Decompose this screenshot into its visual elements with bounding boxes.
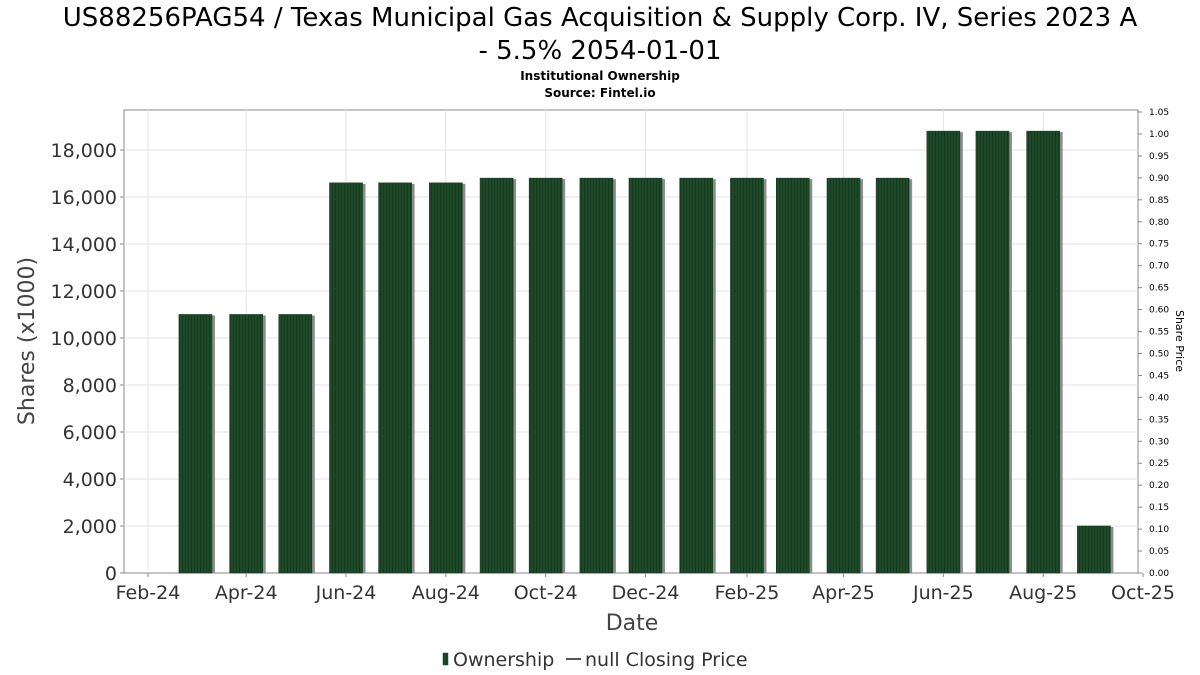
x-tick-label-7: Apr-25 bbox=[812, 582, 875, 604]
y2-tick-label-7: 0.35 bbox=[1149, 415, 1169, 425]
x-tick-label-3: Aug-24 bbox=[412, 582, 480, 604]
x-axis-label: Date bbox=[606, 611, 659, 636]
x-tick-label-9: Aug-25 bbox=[1009, 582, 1077, 604]
y2-tick-label-0: 0.00 bbox=[1149, 569, 1169, 579]
y2-tick-label-19: 0.95 bbox=[1149, 152, 1169, 162]
y2-tick-label-9: 0.45 bbox=[1149, 371, 1169, 381]
bar-11 bbox=[730, 177, 764, 574]
bar-1 bbox=[229, 314, 263, 574]
x-tick-label-6: Feb-25 bbox=[715, 582, 780, 604]
x-tick-label-0: Feb-24 bbox=[116, 582, 181, 604]
bar-18 bbox=[1077, 525, 1111, 574]
bar-8 bbox=[579, 177, 614, 574]
x-tick-label-4: Oct-24 bbox=[514, 582, 578, 604]
bar-17 bbox=[1026, 130, 1060, 574]
legend: Ownership null Closing Price bbox=[442, 649, 748, 671]
y2-tick-label-12: 0.60 bbox=[1149, 306, 1169, 316]
y-tick-label-0: 0 bbox=[105, 563, 117, 585]
bar-16 bbox=[975, 130, 1010, 574]
bar-10 bbox=[679, 177, 714, 574]
y-tick-label-1: 2,000 bbox=[63, 516, 117, 538]
bar-4 bbox=[378, 182, 412, 574]
y-tick-label-3: 6,000 bbox=[63, 422, 117, 444]
y2-tick-label-21: 1.05 bbox=[1149, 108, 1169, 118]
bar-2 bbox=[278, 314, 313, 574]
y2-tick-label-6: 0.30 bbox=[1149, 437, 1169, 447]
x-tick-label-1: Apr-24 bbox=[215, 582, 278, 604]
x-tick-label-10: Oct-25 bbox=[1111, 582, 1175, 604]
y2-tick-label-20: 1.00 bbox=[1149, 130, 1169, 140]
y2-tick-label-14: 0.70 bbox=[1149, 262, 1169, 272]
bar-15 bbox=[926, 130, 961, 574]
bar-12 bbox=[775, 177, 810, 574]
bar-3 bbox=[329, 182, 363, 574]
y2-tick-label-17: 0.85 bbox=[1149, 196, 1169, 206]
chart-title-line-2: - 5.5% 2054-01-01 bbox=[478, 36, 721, 66]
legend-price-label: null Closing Price bbox=[585, 649, 748, 671]
y2-tick-label-1: 0.05 bbox=[1149, 547, 1169, 557]
y-axis-label: Shares (x1000) bbox=[15, 257, 40, 425]
y-axis-ticks: 0 2,000 4,000 6,000 8,000 10,000 12,000 14,000 1… bbox=[51, 140, 124, 585]
y2-tick-label-15: 0.75 bbox=[1149, 240, 1169, 250]
y-tick-label-5: 10,000 bbox=[51, 328, 117, 350]
y2-tick-label-2: 0.10 bbox=[1149, 525, 1169, 535]
y-tick-label-9: 18,000 bbox=[51, 140, 117, 162]
x-tick-label-2: Jun-24 bbox=[315, 582, 377, 604]
x-tick-label-5: Dec-24 bbox=[612, 582, 680, 604]
y-tick-label-8: 16,000 bbox=[51, 187, 117, 209]
y2-tick-label-18: 0.90 bbox=[1149, 174, 1169, 184]
y2-tick-label-3: 0.15 bbox=[1149, 503, 1169, 513]
x-axis-ticks: Feb-24 Apr-24 Jun-24 Aug-24 Oct-24 Dec-24 Feb-… bbox=[116, 573, 1175, 604]
y2-tick-label-4: 0.20 bbox=[1149, 481, 1169, 491]
chart-title-line-1: US88256PAG54 / Texas Municipal Gas Acqui… bbox=[63, 3, 1138, 33]
y-tick-label-4: 8,000 bbox=[63, 375, 117, 397]
chart-source: Source: Fintel.io bbox=[544, 86, 655, 100]
y2-axis-label: Share Price bbox=[1173, 310, 1186, 372]
y2-tick-label-11: 0.55 bbox=[1149, 328, 1169, 338]
x-tick-label-8: Jun-25 bbox=[912, 582, 974, 604]
bar-7 bbox=[528, 177, 563, 574]
legend-ownership-label: Ownership bbox=[453, 649, 554, 671]
y2-tick-label-8: 0.40 bbox=[1149, 393, 1169, 403]
chart-subtitle: Institutional Ownership bbox=[520, 69, 680, 83]
bar-5 bbox=[429, 182, 463, 574]
bar-6 bbox=[479, 177, 514, 574]
y-tick-label-6: 12,000 bbox=[51, 281, 117, 303]
y2-tick-label-10: 0.50 bbox=[1149, 349, 1169, 359]
legend-ownership-swatch bbox=[442, 652, 449, 666]
bar-13 bbox=[826, 177, 861, 574]
y-tick-label-2: 4,000 bbox=[63, 469, 117, 491]
y2-axis-ticks: 0.00 0.05 0.10 0.15 0.20 0.25 0.30 0.35 0.40 0.45… bbox=[1138, 108, 1169, 579]
bars-group bbox=[178, 130, 1114, 574]
y2-tick-label-13: 0.65 bbox=[1149, 284, 1169, 294]
y-tick-label-7: 14,000 bbox=[51, 234, 117, 256]
bar-0 bbox=[178, 314, 213, 574]
y2-tick-label-5: 0.25 bbox=[1149, 459, 1169, 469]
y2-tick-label-16: 0.80 bbox=[1149, 218, 1169, 228]
bar-14 bbox=[875, 177, 910, 574]
bar-9 bbox=[628, 177, 663, 574]
